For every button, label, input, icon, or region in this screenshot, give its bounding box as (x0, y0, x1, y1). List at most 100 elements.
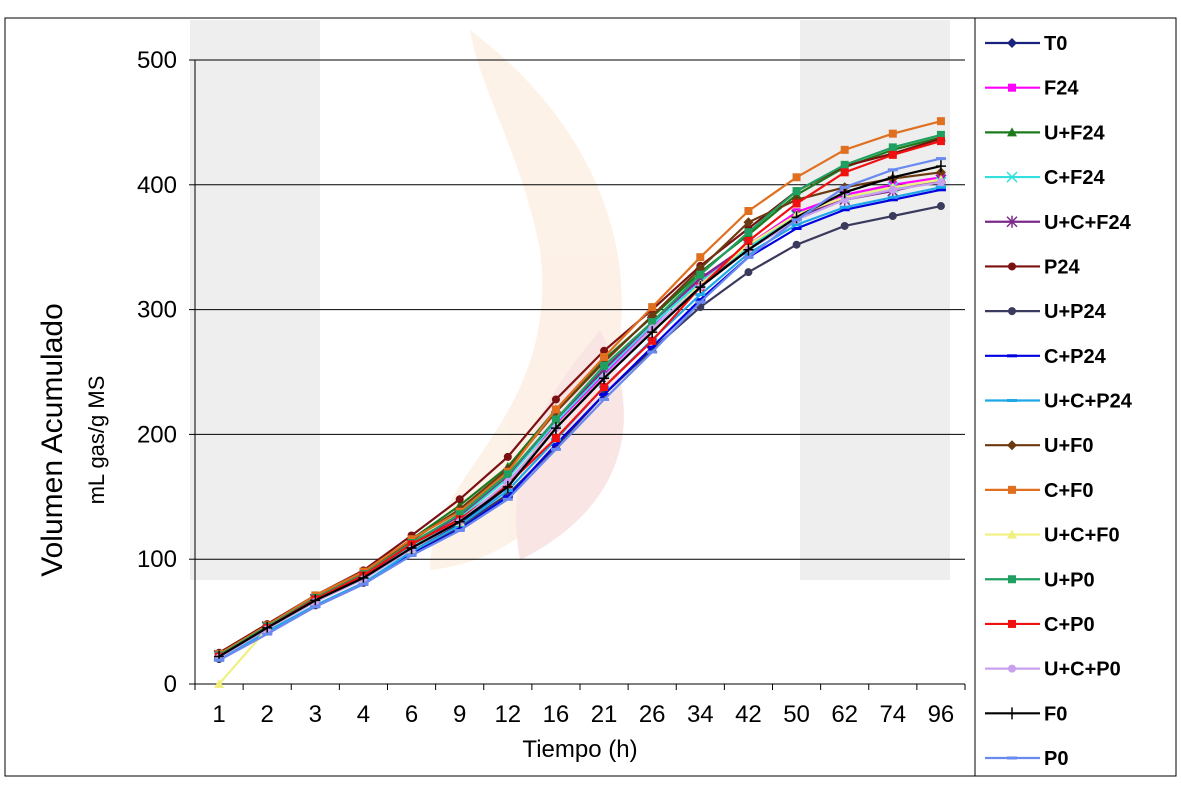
y-tick-label: 0 (164, 671, 177, 698)
data-point (600, 353, 609, 362)
legend-label: U+P0 (1044, 569, 1095, 591)
data-point (744, 207, 753, 216)
legend-marker (1007, 756, 1017, 760)
data-point (744, 228, 753, 237)
data-point (840, 160, 849, 169)
data-point (647, 345, 658, 349)
series-line (218, 157, 942, 662)
data-point (599, 392, 610, 396)
data-point (935, 157, 946, 161)
legend-label: U+P24 (1044, 301, 1107, 323)
legend-label: C+F0 (1044, 480, 1093, 502)
data-point (935, 185, 946, 189)
legend-marker (1007, 707, 1017, 720)
x-tick-label: 6 (405, 701, 418, 728)
data-point (792, 240, 801, 249)
data-point (454, 515, 465, 528)
data-point (743, 243, 754, 256)
data-point (744, 268, 753, 277)
legend-label: T0 (1044, 33, 1067, 55)
legend-marker (1006, 215, 1018, 228)
data-point (214, 679, 225, 688)
legend-label: U+C+P24 (1044, 391, 1133, 413)
y-tick-label: 400 (137, 172, 177, 199)
data-point (599, 372, 610, 385)
data-point (839, 208, 850, 212)
legend-marker (1008, 83, 1016, 92)
data-point (935, 160, 946, 173)
series-line (218, 120, 942, 655)
legend-marker (1008, 619, 1016, 628)
legend-marker (1008, 664, 1016, 673)
data-point (887, 168, 898, 172)
data-point (888, 212, 897, 220)
data-point (839, 205, 850, 209)
data-point (743, 255, 754, 259)
x-tick-label: 16 (543, 701, 570, 728)
watermark-shape (516, 330, 624, 560)
data-point (888, 185, 897, 194)
data-point (550, 442, 561, 446)
watermark-shape (430, 30, 622, 570)
data-point (551, 434, 560, 443)
data-point (792, 199, 801, 208)
x-tick-label: 74 (879, 701, 906, 728)
x-tick-label: 62 (831, 701, 858, 728)
series-line (218, 133, 942, 657)
data-point (647, 326, 658, 339)
legend-marker (1007, 354, 1017, 358)
data-point (550, 447, 561, 451)
data-point (840, 195, 849, 204)
data-point (839, 185, 850, 189)
data-point (936, 117, 945, 126)
data-point (551, 415, 560, 424)
legend-label: P0 (1044, 748, 1068, 770)
data-point (406, 553, 417, 557)
data-point (600, 361, 609, 370)
legend-marker (1008, 485, 1016, 494)
data-point (791, 218, 802, 222)
data-point (696, 253, 705, 262)
data-point (695, 293, 706, 297)
y-tick-label: 500 (137, 47, 177, 74)
legend-label: U+F24 (1044, 122, 1105, 144)
data-point (695, 281, 706, 294)
data-point (503, 452, 512, 461)
data-point (648, 303, 657, 312)
x-tick-label: 21 (591, 701, 618, 728)
data-point (936, 137, 945, 146)
x-tick-label: 26 (639, 701, 666, 728)
data-point (648, 318, 657, 327)
x-tick-label: 12 (494, 701, 521, 728)
data-point (791, 226, 802, 230)
data-point (455, 495, 464, 504)
data-point (887, 198, 898, 202)
data-point (310, 605, 321, 609)
data-point (695, 298, 706, 302)
data-point (840, 221, 849, 230)
legend-box (974, 17, 1177, 777)
legend-label: U+C+P0 (1044, 659, 1121, 681)
legend-label: U+C+F24 (1044, 212, 1132, 234)
legend-label: F0 (1044, 703, 1067, 725)
x-tick-label: 2 (261, 701, 274, 728)
legend-marker (1007, 399, 1017, 402)
legend-marker (1008, 575, 1016, 584)
series (214, 157, 946, 662)
data-point (888, 129, 897, 138)
y-tick-label: 100 (137, 546, 177, 573)
x-tick-label: 42 (735, 701, 762, 728)
legend-marker (1007, 529, 1017, 539)
x-tick-label: 4 (357, 701, 370, 728)
data-point (791, 223, 802, 227)
data-point (600, 382, 609, 391)
data-point (503, 470, 512, 479)
legend-marker (1008, 262, 1016, 271)
legend-label: U+C+F0 (1044, 525, 1120, 547)
y-axis-label: Volumen Acumulado (36, 303, 69, 577)
legend-label: P24 (1044, 256, 1080, 278)
y-tick-label: 300 (137, 297, 177, 324)
legend-marker (1008, 307, 1016, 316)
data-point (262, 621, 273, 634)
